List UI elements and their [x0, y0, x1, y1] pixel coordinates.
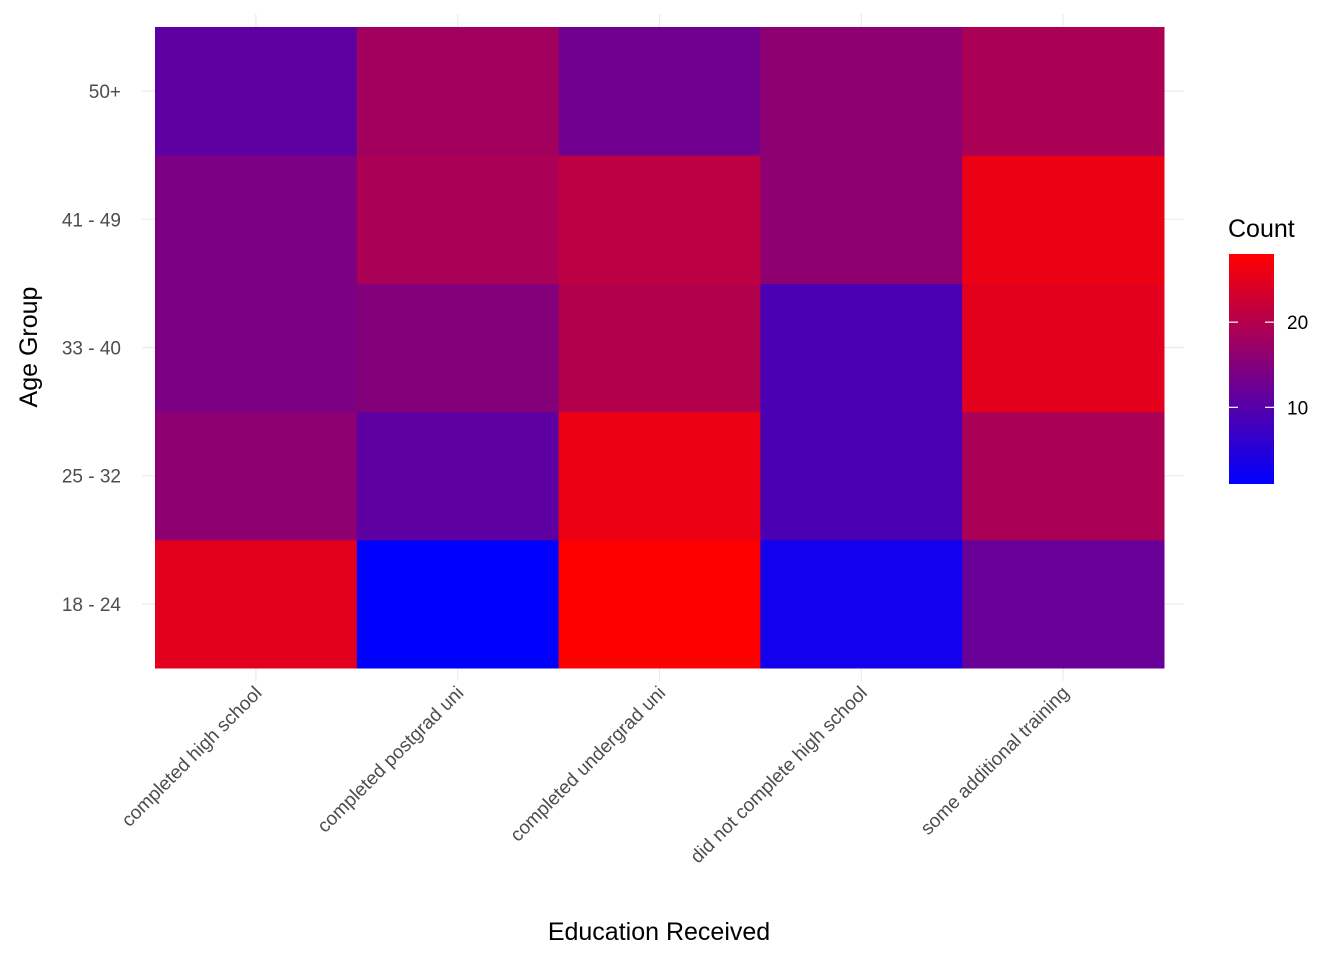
heatmap-cell — [356, 27, 560, 156]
x-axis-ticks: completed high school completed postgrad … — [118, 683, 1074, 868]
y-axis-title: Age Group — [15, 287, 43, 408]
heatmap-cell — [760, 155, 963, 284]
color-legend: Count 10 20 — [1228, 215, 1308, 484]
heatmap-cell — [155, 283, 358, 413]
legend-tick-label: 10 — [1287, 398, 1308, 419]
heatmap-cell — [155, 539, 358, 669]
legend-tick-label: 20 — [1287, 313, 1308, 334]
legend-title: Count — [1228, 215, 1295, 243]
x-tick-label: did not complete high school — [687, 683, 872, 868]
x-tick-label: completed high school — [118, 683, 267, 832]
heatmap-cell — [760, 411, 963, 541]
heatmap-cell — [558, 155, 761, 284]
heatmap-cell — [962, 411, 1165, 541]
legend-colorbar — [1229, 254, 1274, 484]
heatmap-cell — [962, 155, 1165, 284]
heatmap-tiles — [155, 27, 1165, 669]
x-axis-title: Education Received — [548, 918, 770, 946]
heatmap-cell — [356, 155, 560, 284]
y-tick-label: 41 - 49 — [62, 210, 121, 231]
y-tick-label: 25 - 32 — [62, 467, 121, 488]
heatmap-cell — [760, 283, 963, 413]
heatmap-cell — [558, 27, 761, 156]
x-tick-label: completed postgrad uni — [314, 683, 469, 838]
y-tick-label: 50+ — [89, 82, 121, 103]
heatmap-cell — [356, 283, 560, 413]
heatmap-cell — [962, 27, 1165, 156]
y-tick-label: 33 - 40 — [62, 339, 121, 360]
heatmap-cell — [155, 411, 358, 541]
heatmap-cell — [760, 27, 963, 156]
heatmap-cell — [356, 539, 560, 669]
y-tick-label: 18 - 24 — [62, 595, 122, 616]
heatmap-cell — [962, 539, 1165, 669]
heatmap-cell — [558, 411, 761, 541]
x-tick-label: some additional training — [917, 683, 1074, 840]
x-tick-label: completed undergrad uni — [507, 683, 670, 846]
legend-ticks: 10 20 — [1229, 313, 1308, 419]
heatmap-cell — [558, 283, 761, 413]
heatmap-cell — [356, 411, 560, 541]
heatmap-cell — [155, 27, 358, 156]
heatmap-cell — [155, 155, 358, 284]
heatmap-cell — [760, 539, 963, 669]
heatmap-cell — [962, 283, 1165, 413]
heatmap-cell — [558, 539, 761, 669]
y-axis-ticks: 18 - 24 25 - 32 33 - 40 41 - 49 50+ — [62, 82, 122, 616]
